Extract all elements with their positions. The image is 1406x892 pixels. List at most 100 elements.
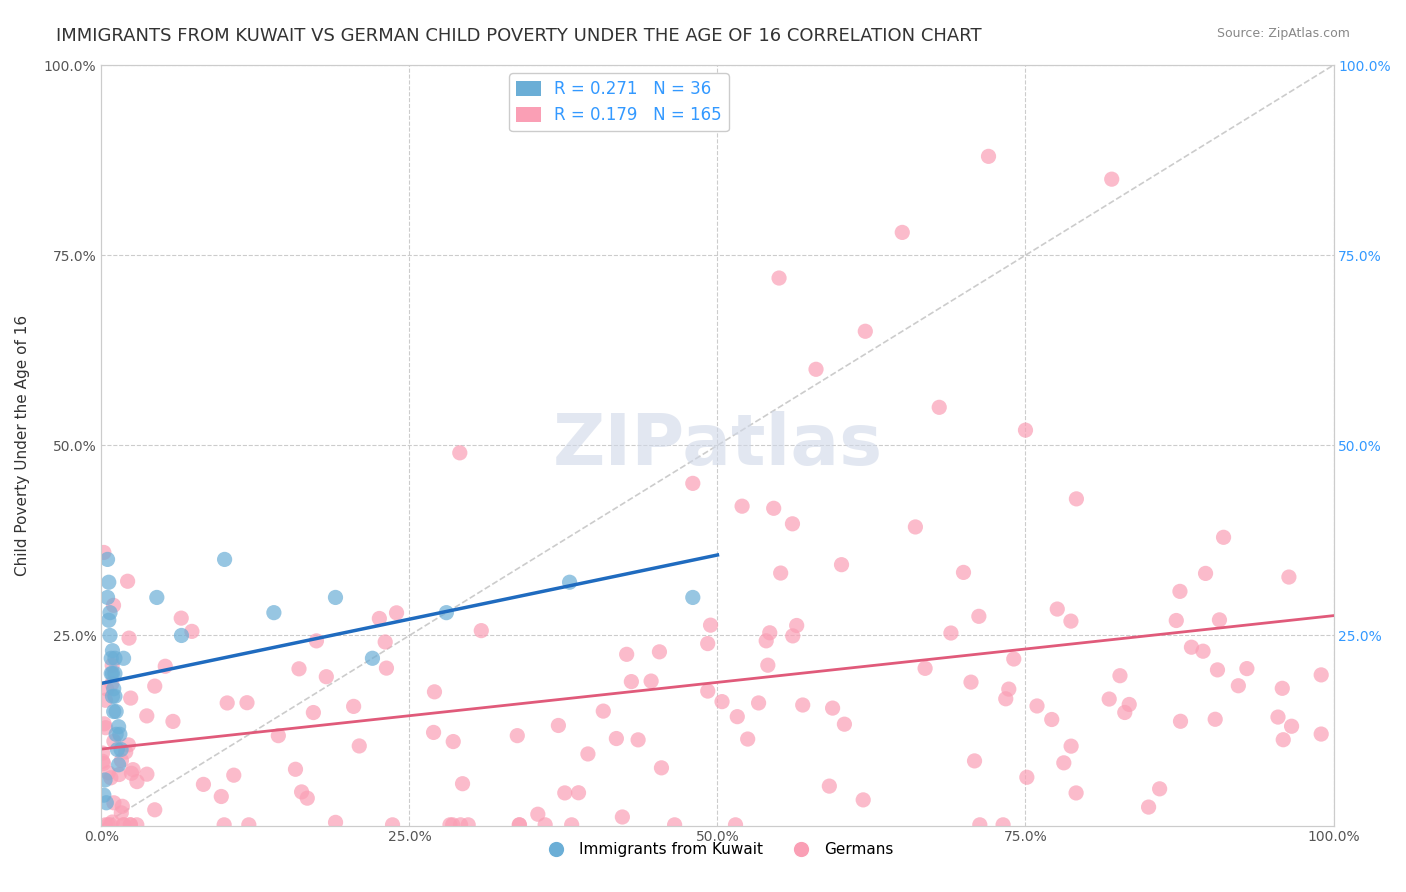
Immigrants from Kuwait [104, 690, 127, 704]
Germans [960, 675, 983, 690]
Germans [605, 731, 627, 746]
Text: Source: ZipAtlas.com: Source: ZipAtlas.com [1216, 27, 1350, 40]
Germans [997, 682, 1019, 697]
Germans [101, 658, 124, 673]
Immigrants from Kuwait [105, 727, 128, 741]
Germans [212, 818, 235, 832]
Germans [696, 684, 718, 698]
Germans [93, 716, 115, 731]
Germans [1109, 669, 1132, 683]
Germans [891, 226, 914, 240]
Germans [547, 718, 569, 732]
Text: IMMIGRANTS FROM KUWAIT VS GERMAN CHILD POVERTY UNDER THE AGE OF 16 CORRELATION C: IMMIGRANTS FROM KUWAIT VS GERMAN CHILD P… [56, 27, 981, 45]
Germans [1098, 692, 1121, 706]
Germans [111, 799, 134, 814]
Germans [640, 674, 662, 689]
Germans [120, 691, 142, 706]
Germans [914, 661, 936, 675]
Germans [724, 818, 747, 832]
Germans [291, 785, 314, 799]
Germans [441, 734, 464, 748]
Germans [786, 618, 808, 632]
Germans [1227, 679, 1250, 693]
Immigrants from Kuwait [112, 651, 135, 665]
Germans [103, 796, 125, 810]
Germans [222, 768, 245, 782]
Immigrants from Kuwait [110, 742, 132, 756]
Germans [97, 765, 120, 780]
Germans [696, 636, 718, 650]
Germans [94, 818, 117, 832]
Germans [1236, 662, 1258, 676]
Germans [451, 777, 474, 791]
Immigrants from Kuwait [98, 606, 121, 620]
Germans [952, 566, 974, 580]
Germans [125, 818, 148, 832]
Immigrants from Kuwait [104, 666, 127, 681]
Germans [731, 499, 754, 513]
Immigrants from Kuwait [97, 613, 120, 627]
Germans [193, 777, 215, 791]
Germans [1101, 172, 1123, 186]
Germans [135, 767, 157, 781]
Germans [122, 763, 145, 777]
Germans [711, 695, 734, 709]
Germans [374, 635, 396, 649]
Germans [155, 659, 177, 673]
Immigrants from Kuwait [101, 666, 124, 681]
Germans [904, 520, 927, 534]
Germans [967, 609, 990, 624]
Germans [217, 696, 239, 710]
Immigrants from Kuwait [104, 651, 127, 665]
Immigrants from Kuwait [96, 796, 118, 810]
Germans [1002, 652, 1025, 666]
Germans [1281, 719, 1303, 733]
Germans [284, 762, 307, 776]
Germans [620, 674, 643, 689]
Germans [267, 729, 290, 743]
Germans [93, 545, 115, 559]
Germans [769, 566, 792, 580]
Immigrants from Kuwait [94, 772, 117, 787]
Germans [508, 818, 530, 832]
Germans [108, 767, 131, 781]
Germans [737, 732, 759, 747]
Germans [963, 754, 986, 768]
Germans [1064, 786, 1087, 800]
Germans [508, 818, 530, 832]
Germans [103, 734, 125, 748]
Germans [1272, 732, 1295, 747]
Germans [994, 691, 1017, 706]
Germans [110, 805, 132, 820]
Immigrants from Kuwait [108, 727, 131, 741]
Immigrants from Kuwait [558, 575, 581, 590]
Germans [725, 709, 748, 723]
Germans [939, 626, 962, 640]
Germans [170, 611, 193, 625]
Germans [756, 658, 779, 673]
Germans [1149, 781, 1171, 796]
Germans [457, 818, 479, 832]
Germans [852, 793, 875, 807]
Germans [1166, 614, 1188, 628]
Germans [567, 786, 589, 800]
Germans [1208, 613, 1230, 627]
Germans [1206, 663, 1229, 677]
Germans [441, 818, 464, 832]
Germans [834, 717, 856, 731]
Germans [534, 818, 557, 832]
Germans [143, 679, 166, 693]
Immigrants from Kuwait [214, 552, 236, 566]
Germans [449, 446, 471, 460]
Text: ZIPatlas: ZIPatlas [553, 411, 883, 480]
Germans [1046, 602, 1069, 616]
Germans [1194, 566, 1216, 581]
Germans [450, 818, 472, 832]
Germans [94, 693, 117, 707]
Immigrants from Kuwait [101, 690, 124, 704]
Germans [118, 631, 141, 645]
Immigrants from Kuwait [263, 606, 285, 620]
Legend: Immigrants from Kuwait, Germans: Immigrants from Kuwait, Germans [536, 837, 900, 863]
Germans [209, 789, 232, 804]
Germans [91, 746, 114, 760]
